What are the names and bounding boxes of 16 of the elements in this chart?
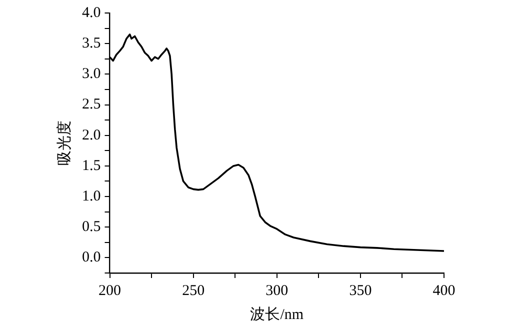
y-tick-label: 3.5 bbox=[82, 36, 101, 52]
y-tick-label: 0.5 bbox=[82, 219, 101, 236]
x-tick-label: 400 bbox=[432, 282, 456, 299]
y-tick-label: 3.0 bbox=[82, 66, 101, 82]
y-tick-label: 2.5 bbox=[82, 96, 101, 113]
y-tick-label: 4.0 bbox=[82, 4, 101, 21]
x-tick-label: 300 bbox=[266, 282, 288, 299]
y-axis-title: 吸光度 bbox=[56, 120, 73, 166]
y-tick-label: 1.0 bbox=[82, 188, 101, 204]
x-tick-label: 200 bbox=[98, 282, 121, 299]
x-axis-title: 波长/nm bbox=[250, 306, 304, 323]
x-tick-label: 350 bbox=[349, 282, 372, 299]
x-tick-label: 250 bbox=[182, 282, 205, 299]
y-tick-label: 0.0 bbox=[82, 250, 101, 266]
y-tick-label: 1.5 bbox=[82, 158, 101, 174]
y-tick-label: 2.0 bbox=[82, 127, 101, 144]
